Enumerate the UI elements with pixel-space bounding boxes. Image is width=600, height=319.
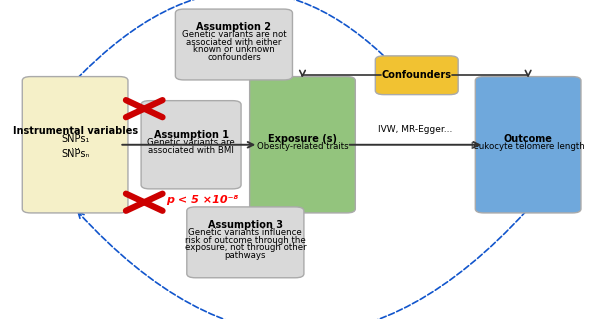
FancyBboxPatch shape	[175, 9, 292, 80]
Text: associated with either: associated with either	[186, 38, 281, 47]
Text: Instrumental variables: Instrumental variables	[13, 126, 137, 136]
Text: Genetic variants are not: Genetic variants are not	[182, 30, 286, 39]
Text: Genetic variants are: Genetic variants are	[147, 138, 235, 147]
FancyBboxPatch shape	[141, 101, 241, 189]
Text: leukocyte telomere length: leukocyte telomere length	[471, 142, 585, 151]
FancyBboxPatch shape	[376, 56, 458, 95]
Text: risk of outcome through the: risk of outcome through the	[185, 236, 306, 245]
Text: Obesity-related traits: Obesity-related traits	[257, 142, 348, 151]
Text: pathways: pathways	[224, 250, 266, 260]
Text: Exposure (s): Exposure (s)	[268, 134, 337, 144]
Text: SNPsₙ: SNPsₙ	[61, 149, 89, 159]
Text: Genetic variants influence: Genetic variants influence	[188, 228, 302, 237]
Text: associated with BMI: associated with BMI	[148, 145, 234, 154]
FancyBboxPatch shape	[187, 207, 304, 278]
Text: Assumption 2: Assumption 2	[196, 22, 271, 32]
FancyBboxPatch shape	[475, 77, 581, 213]
Text: IVW, MR-Egger...: IVW, MR-Egger...	[378, 125, 452, 134]
Text: Outcome: Outcome	[503, 134, 553, 144]
Text: Confounders: Confounders	[382, 70, 452, 80]
FancyBboxPatch shape	[250, 77, 355, 213]
Text: p < 5 ×10⁻⁸: p < 5 ×10⁻⁸	[166, 195, 239, 204]
FancyBboxPatch shape	[22, 77, 128, 213]
Text: Assumption 1: Assumption 1	[154, 130, 229, 140]
Text: known or unknown: known or unknown	[193, 45, 275, 54]
Text: confounders: confounders	[207, 53, 261, 62]
Text: ...: ...	[71, 141, 80, 151]
Text: SNPs₁: SNPs₁	[61, 134, 89, 144]
Text: Assumption 3: Assumption 3	[208, 220, 283, 230]
Text: exposure, not through other: exposure, not through other	[185, 243, 306, 252]
